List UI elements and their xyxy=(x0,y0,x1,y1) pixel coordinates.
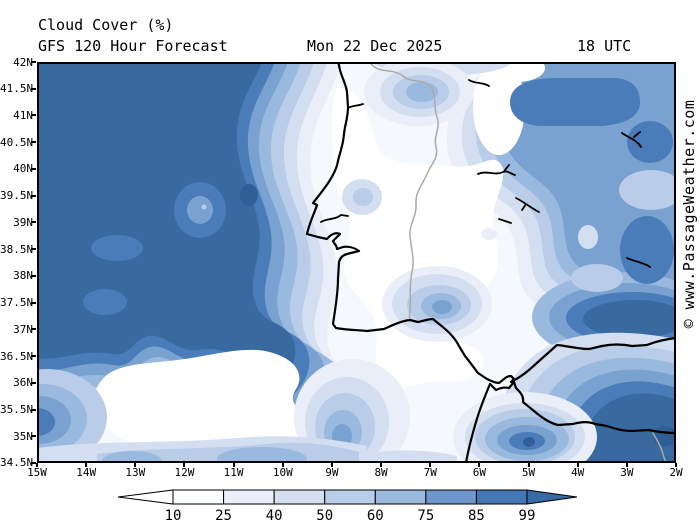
lon-tick-label: 4W xyxy=(571,466,585,479)
lat-tick-mark xyxy=(31,221,36,224)
lat-tick-mark xyxy=(31,194,36,197)
lat-tick-label: 39.5N xyxy=(0,189,34,203)
lat-tick-mark xyxy=(31,274,36,277)
lon-tick-mark xyxy=(134,463,137,467)
lat-tick-mark xyxy=(31,301,36,304)
coastline-morocco xyxy=(464,380,678,465)
lat-tick-mark xyxy=(31,87,36,90)
lon-tick-mark xyxy=(625,463,628,467)
lat-tick-label: 37.5N xyxy=(0,296,34,310)
lon-tick-label: 12W xyxy=(174,466,195,479)
lon-tick-mark xyxy=(478,463,481,467)
lat-tick-mark xyxy=(31,328,36,331)
lat-tick-mark xyxy=(31,61,36,63)
lat-tick-label: 42N xyxy=(13,55,33,69)
lon-tick-mark xyxy=(85,463,88,467)
colorbar-tick-label: 99 xyxy=(519,508,536,524)
rivers-lakes xyxy=(320,79,651,268)
lon-tick-mark xyxy=(281,463,284,467)
lat-tick-label: 38N xyxy=(13,269,33,283)
lat-tick-mark xyxy=(31,381,36,384)
clear-sky-region-ocean-sw xyxy=(95,349,310,448)
lon-tick-label: 3W xyxy=(620,466,634,479)
colorbar-segment xyxy=(475,489,528,505)
lon-tick-mark xyxy=(380,463,383,467)
colorbar-segment xyxy=(223,489,275,505)
geography-layer xyxy=(305,59,678,465)
lon-tick-label: 10W xyxy=(272,466,293,479)
colorbar-legend: 10 25 40 50 60 75 85 99 xyxy=(100,487,600,525)
lat-tick-label: 35.5N xyxy=(0,403,34,417)
lon-tick-label: 15W xyxy=(27,466,47,479)
lat-tick-mark xyxy=(31,114,36,117)
lat-tick-label: 39N xyxy=(13,215,33,229)
lat-tick-label: 41.5N xyxy=(0,82,34,96)
colorbar-tick-label: 75 xyxy=(417,508,434,524)
lon-tick-label: 7W xyxy=(423,466,437,479)
lon-tick-mark xyxy=(183,463,186,467)
weather-map xyxy=(0,54,700,482)
colorbar-tick-label: 25 xyxy=(215,508,232,524)
lon-tick-label: 2W xyxy=(669,466,683,479)
colorbar-tick-label: 10 xyxy=(165,508,182,524)
lat-tick-label: 37N xyxy=(13,322,33,336)
colorbar-right-arrow xyxy=(526,489,578,505)
lat-tick-label: 41N xyxy=(13,108,33,122)
lon-tick-mark xyxy=(330,463,333,467)
lat-tick-label: 40N xyxy=(13,162,33,176)
colorbar-tick-label: 60 xyxy=(367,508,384,524)
colorbar-tick-label: 40 xyxy=(266,508,283,524)
contour-fill-layer xyxy=(0,54,700,482)
lon-tick-label: 5W xyxy=(521,466,536,479)
lat-tick-label: 40.5N xyxy=(0,135,34,149)
map-frame xyxy=(37,62,676,463)
lon-tick-label: 9W xyxy=(325,466,339,479)
lat-tick-label: 38.5N xyxy=(0,242,34,256)
lon-tick-mark xyxy=(36,463,38,467)
lat-tick-label: 36N xyxy=(13,376,33,390)
colorbar-tick-label: 50 xyxy=(316,508,333,524)
lat-tick-mark xyxy=(31,355,36,358)
lon-tick-label: 14W xyxy=(76,466,97,479)
lat-tick-mark xyxy=(31,248,36,251)
colorbar-segment xyxy=(273,489,326,505)
colorbar-tick-label: 85 xyxy=(468,508,485,524)
lat-tick-mark xyxy=(31,141,36,144)
colorbar-left-arrow xyxy=(117,489,174,505)
lat-tick-mark xyxy=(31,435,36,438)
lon-tick-mark xyxy=(674,463,677,467)
lon-tick-mark xyxy=(576,463,579,467)
lat-tick-label: 36.5N xyxy=(0,349,34,363)
forecast-date: Mon 22 Dec 2025 xyxy=(307,37,443,55)
cloud-cover-map-canvas xyxy=(0,54,700,482)
lon-tick-label: 8W xyxy=(374,466,388,479)
lat-tick-label: 34.5N xyxy=(0,456,34,470)
lat-tick-mark xyxy=(31,461,36,464)
colorbar-segment xyxy=(324,489,376,505)
border-morocco-algeria xyxy=(652,432,668,464)
map-subtitle-model: GFS 120 Hour Forecast xyxy=(38,37,228,55)
lon-tick-mark xyxy=(232,463,235,467)
lon-tick-label: 11W xyxy=(223,466,244,479)
colorbar-segment xyxy=(374,489,427,505)
lat-tick-mark xyxy=(31,167,36,170)
lat-tick-mark xyxy=(31,408,36,411)
coastline-iberia xyxy=(305,59,678,385)
border-portugal-spain xyxy=(370,63,439,321)
lon-tick-label: 13W xyxy=(125,466,146,479)
lon-tick-mark xyxy=(527,463,530,467)
watermark-text: © www.PassageWeather.com xyxy=(680,99,698,329)
lon-tick-mark xyxy=(429,463,432,467)
clear-sky-region-iberia xyxy=(331,84,504,387)
colorbar-svg: 10 25 40 50 60 75 85 99 xyxy=(117,489,578,524)
lon-tick-label: 6W xyxy=(472,466,486,479)
lat-tick-label: 35N xyxy=(13,429,33,443)
forecast-time-utc: 18 UTC xyxy=(577,37,632,55)
map-title: Cloud Cover (%) xyxy=(38,16,174,34)
colorbar-segment xyxy=(425,489,477,505)
colorbar-segment xyxy=(172,489,225,505)
